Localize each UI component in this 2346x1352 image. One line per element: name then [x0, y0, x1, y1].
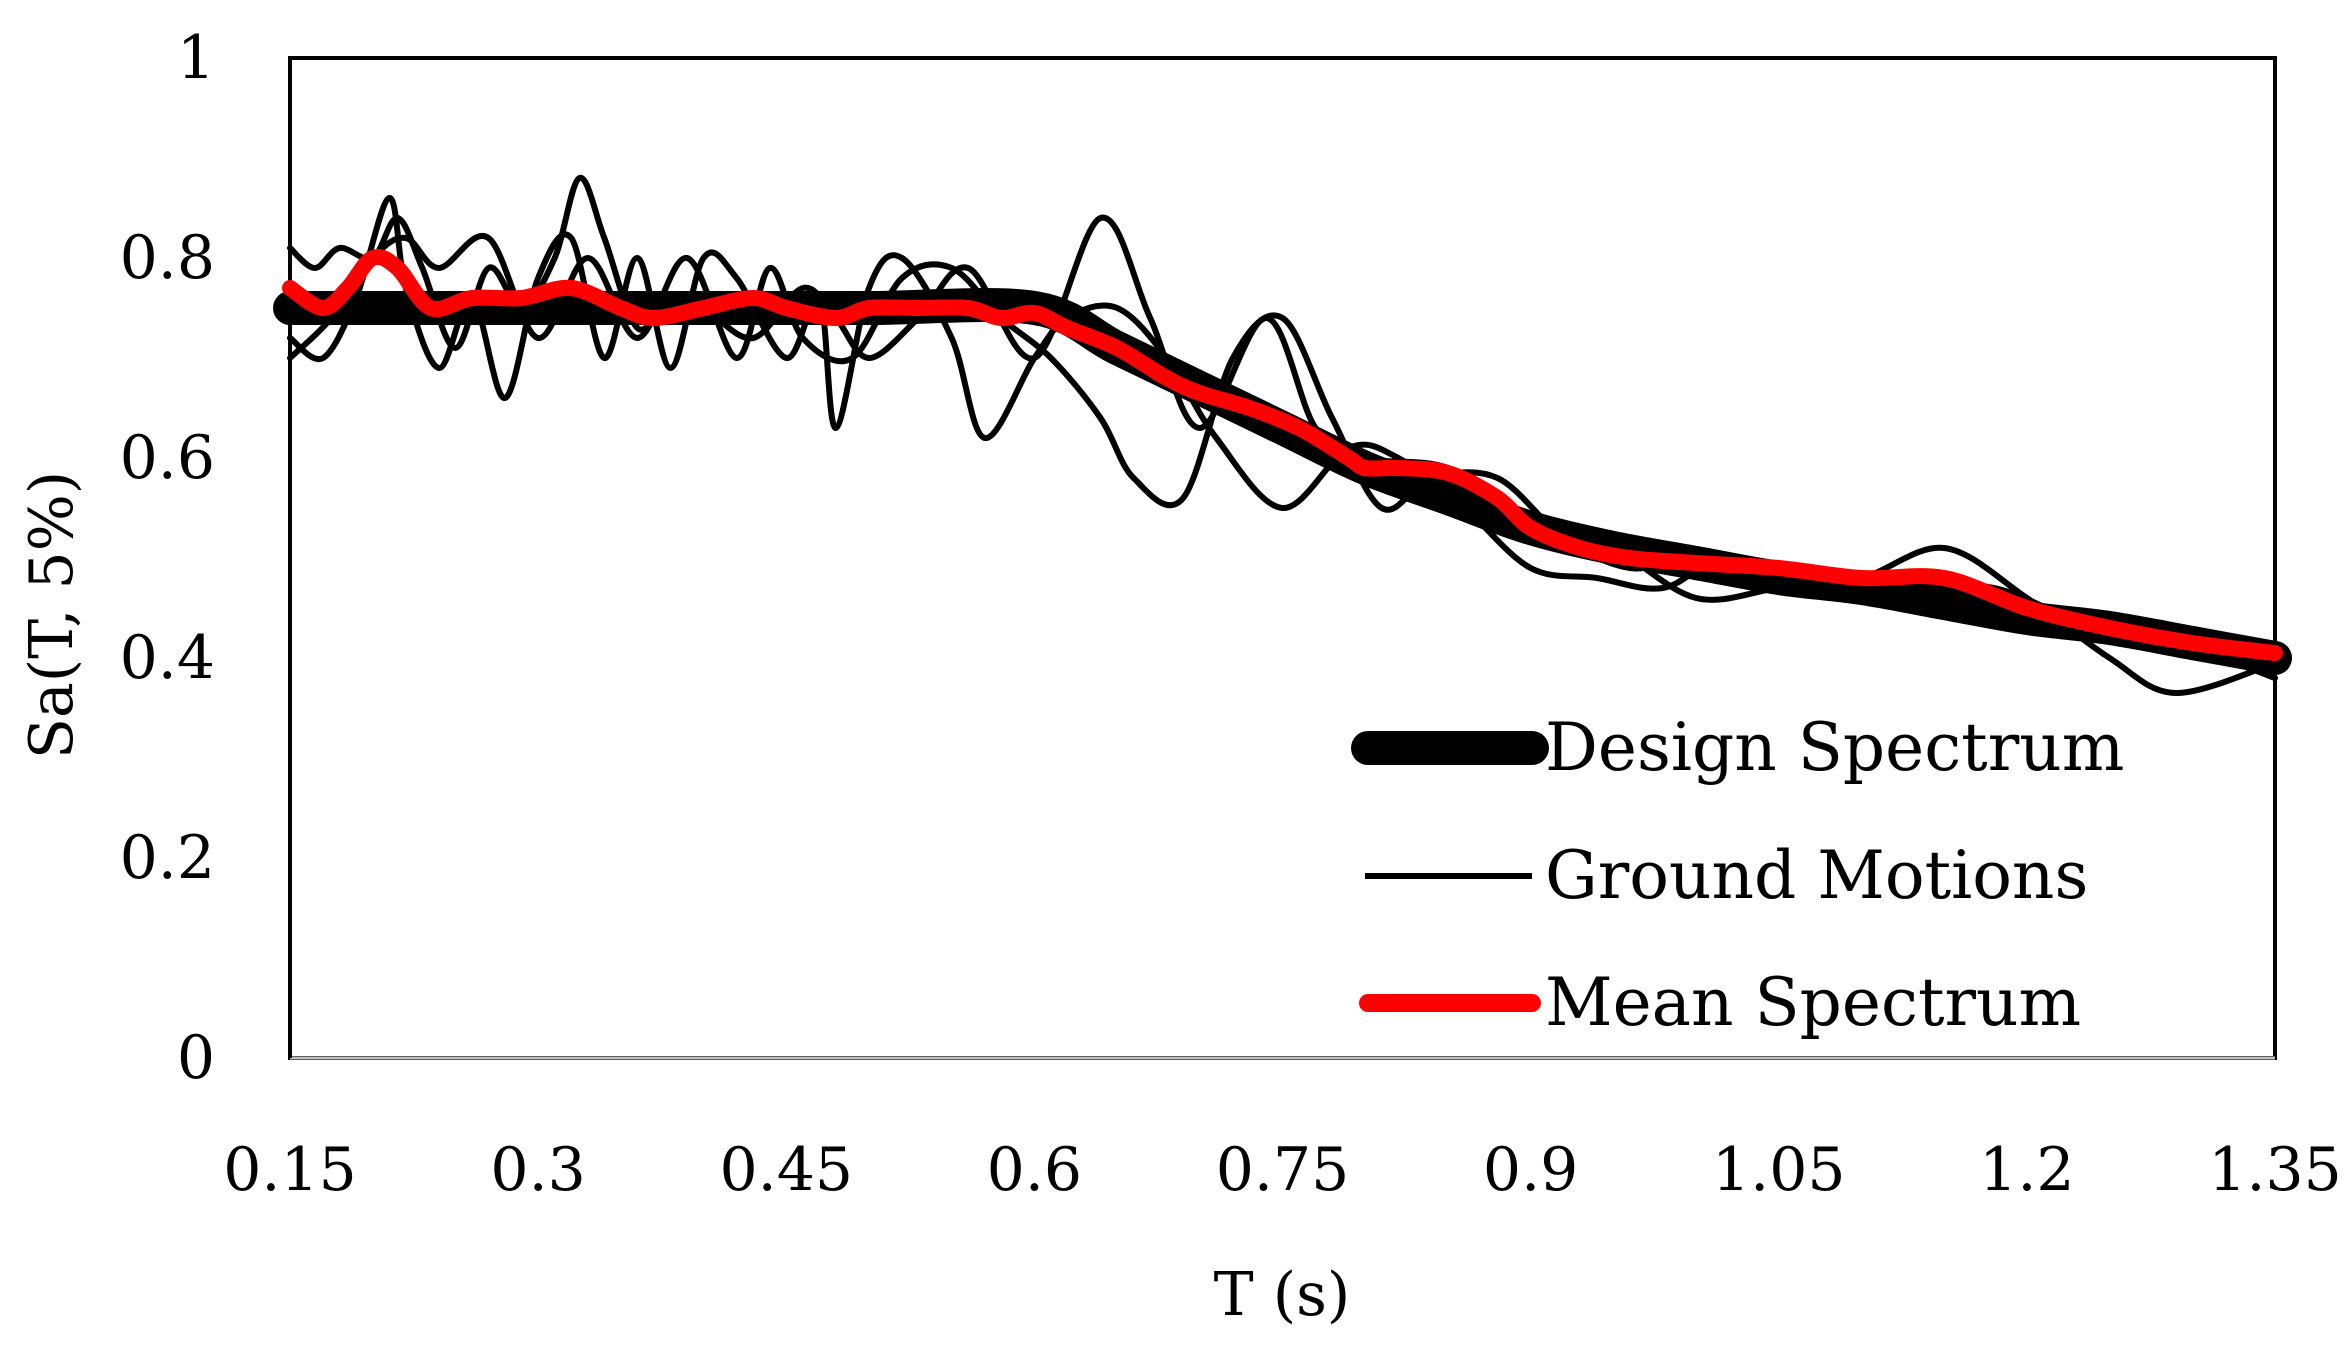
y-tick-label: 0.4 — [120, 623, 215, 693]
series-line-design-spectrum — [273, 288, 2292, 675]
x-tick-label: 0.45 — [719, 1135, 853, 1205]
x-tick-label: 0.3 — [490, 1135, 585, 1205]
legend-design-label: Design Spectrum — [1545, 709, 2124, 786]
series-line-mean-spectrum — [282, 249, 2283, 661]
series-layer — [273, 175, 2292, 697]
series-line-ground-motion-2 — [287, 194, 2278, 681]
x-tick-labels: 0.15 0.3 0.45 0.6 0.75 0.9 1.05 1.2 1.35 — [223, 1135, 2342, 1205]
y-tick-labels: 0 0.2 0.4 0.6 0.8 1 — [120, 23, 215, 1093]
x-tick-label: 1.05 — [1712, 1135, 1846, 1205]
x-axis-title: T (s) — [1214, 1260, 1351, 1330]
y-tick-label: 1 — [177, 23, 215, 93]
y-tick-label: 0 — [177, 1023, 215, 1093]
y-tick-label: 0.6 — [120, 423, 215, 493]
x-tick-label: 0.15 — [223, 1135, 357, 1205]
x-tick-label: 1.2 — [1979, 1135, 2074, 1205]
legend-mean-label: Mean Spectrum — [1545, 964, 2081, 1041]
legend-ground-label: Ground Motions — [1545, 837, 2088, 914]
y-tick-label: 0.2 — [120, 823, 215, 893]
legend: Design Spectrum Ground Motions Mean Spec… — [1351, 709, 2124, 1041]
y-axis-title: Sa(T, 5%) — [17, 471, 87, 759]
y-tick-label: 0.8 — [120, 223, 215, 293]
x-tick-label: 0.6 — [987, 1135, 1082, 1205]
x-tick-label: 0.9 — [1483, 1135, 1578, 1205]
x-tick-label: 0.75 — [1216, 1135, 1350, 1205]
x-tick-label: 1.35 — [2208, 1135, 2342, 1205]
